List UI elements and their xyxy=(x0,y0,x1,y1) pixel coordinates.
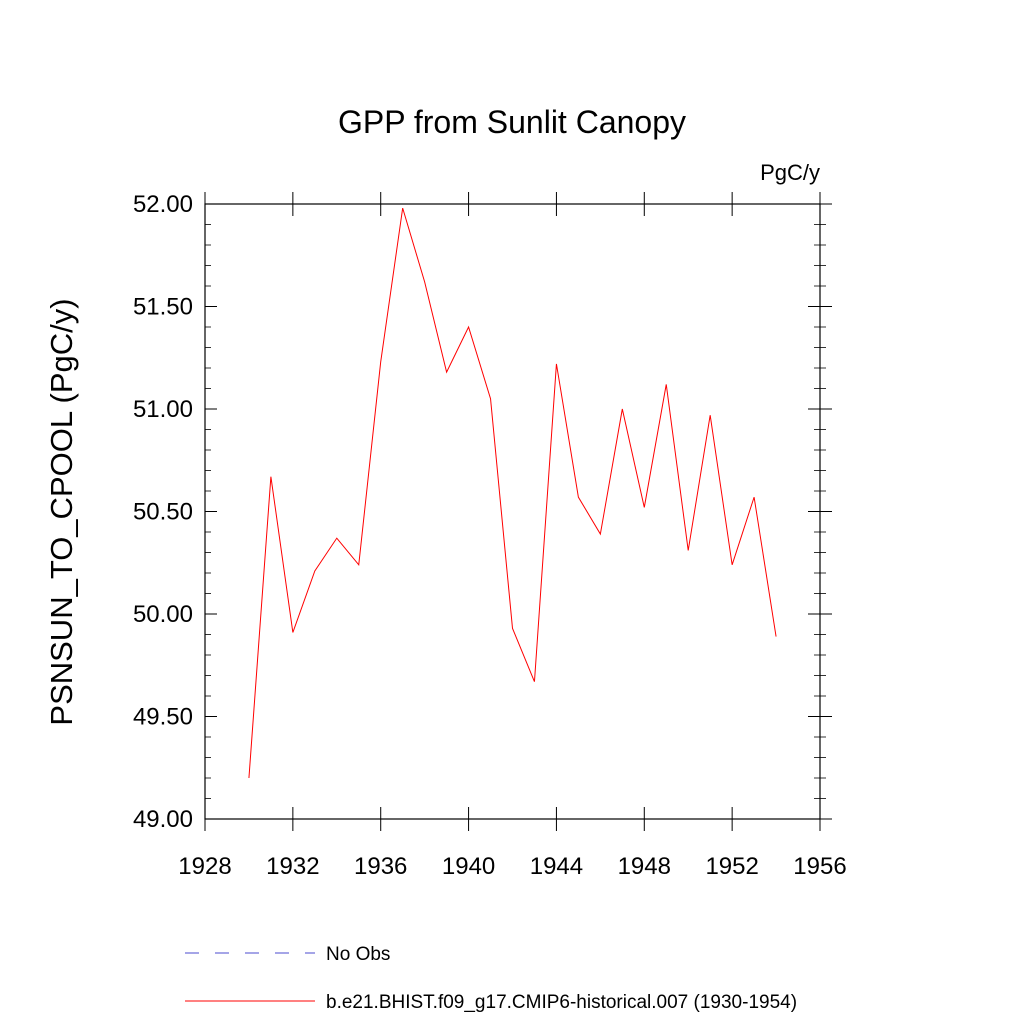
legend-label-no-obs: No Obs xyxy=(326,944,390,965)
y-tick-label: 52.00 xyxy=(133,191,193,218)
series-group xyxy=(248,207,777,779)
y-tick-label: 50.00 xyxy=(133,601,193,628)
x-tick-label: 1952 xyxy=(705,853,758,880)
y-axis-label: PSNSUN_TO_CPOOL (PgC/y) xyxy=(44,298,79,725)
y-tick-label: 51.00 xyxy=(133,396,193,423)
x-tick-labels: 1928 1932 1936 1940 1944 1948 1952 1956 xyxy=(178,853,846,880)
units-label: PgC/y xyxy=(760,160,820,185)
x-tick-label: 1956 xyxy=(793,853,846,880)
y-tick-label: 51.50 xyxy=(133,294,193,321)
plot-frame xyxy=(204,203,821,820)
y-tick-labels: 49.00 49.50 50.00 50.50 51.00 51.50 52.00 xyxy=(133,191,193,833)
x-tick-label: 1944 xyxy=(530,853,583,880)
chart-title: GPP from Sunlit Canopy xyxy=(338,104,686,140)
series-line xyxy=(248,207,777,779)
y-tick-label: 49.50 xyxy=(133,704,193,731)
y-tick-label: 50.50 xyxy=(133,499,193,526)
axis-ticks xyxy=(204,192,832,831)
x-tick-label: 1940 xyxy=(442,853,495,880)
x-tick-label: 1932 xyxy=(266,853,319,880)
y-tick-label: 49.00 xyxy=(133,806,193,833)
x-tick-label: 1936 xyxy=(354,853,407,880)
x-tick-label: 1948 xyxy=(618,853,671,880)
x-tick-label: 1928 xyxy=(178,853,231,880)
legend: No Obs b.e21.BHIST.f09_g17.CMIP6-histori… xyxy=(185,944,797,1013)
legend-label-historical: b.e21.BHIST.f09_g17.CMIP6-historical.007… xyxy=(326,992,797,1013)
